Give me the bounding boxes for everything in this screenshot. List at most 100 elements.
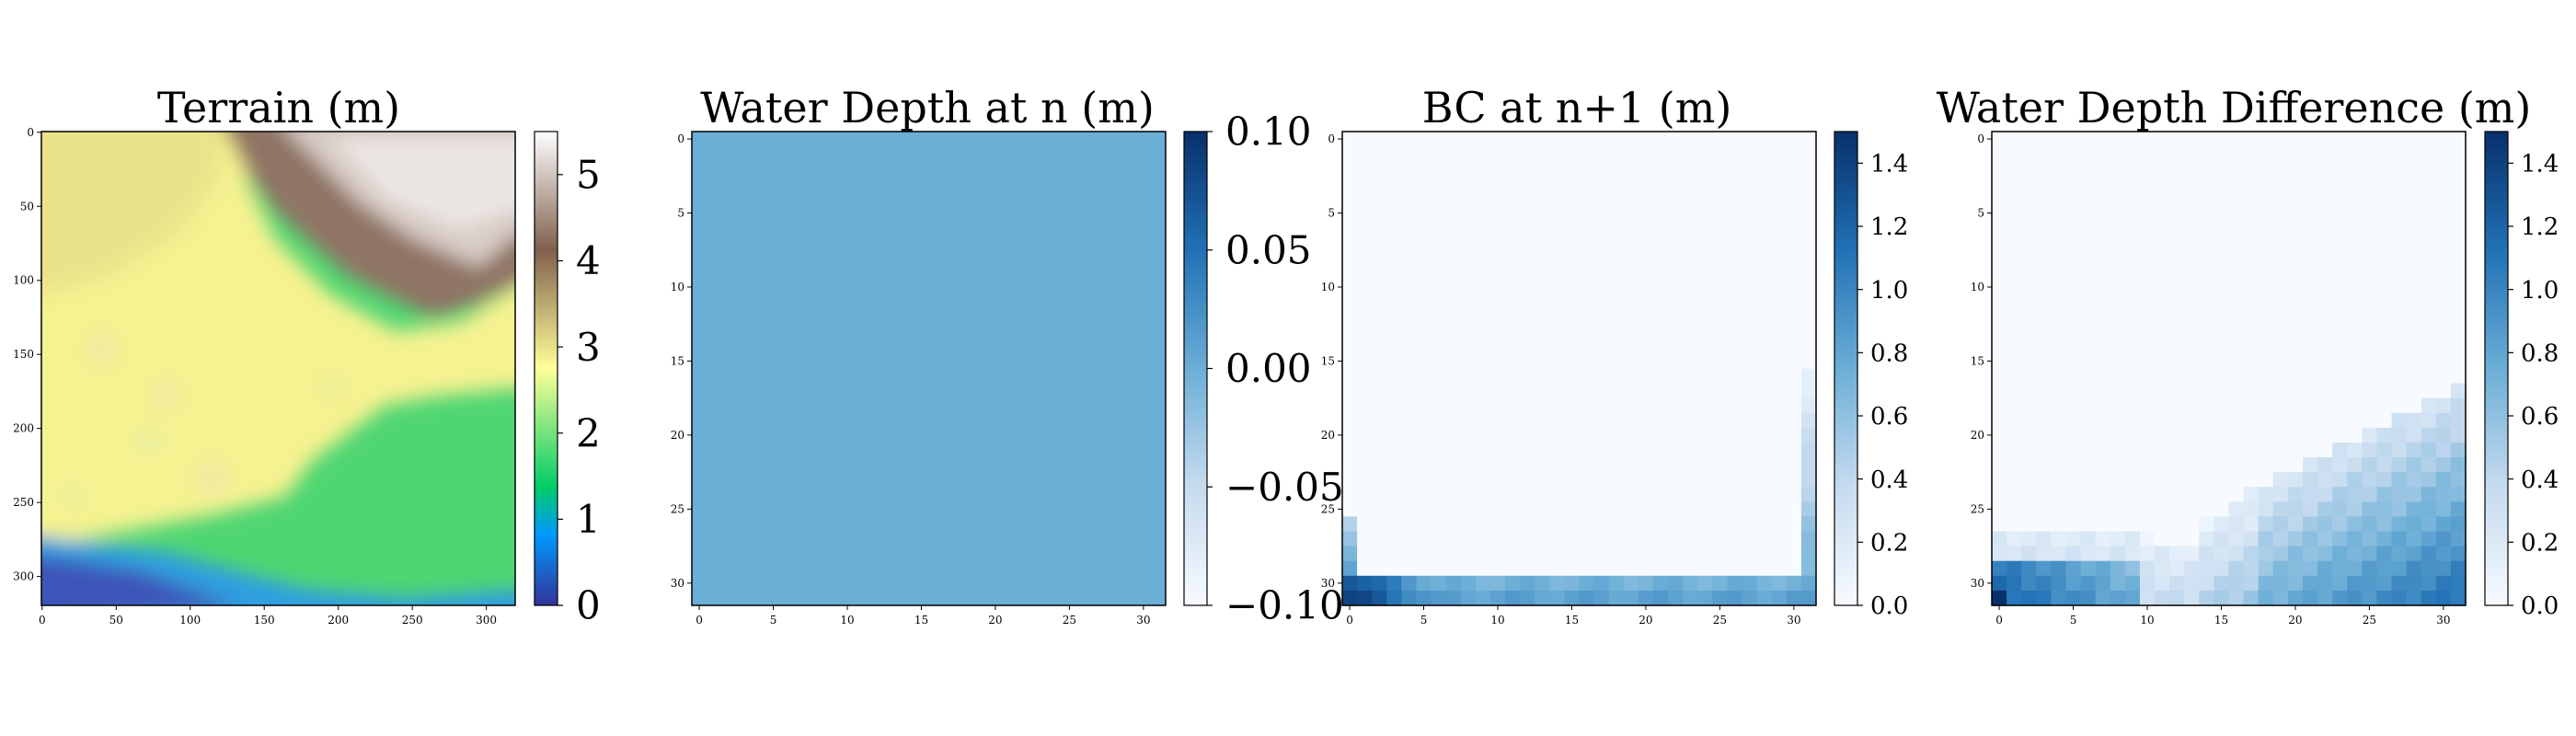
heatmap-cell: [1608, 516, 1625, 533]
heatmap-cell: [2272, 368, 2289, 385]
heatmap-cell: [2065, 575, 2082, 592]
heatmap-cell: [1549, 516, 1566, 533]
colorbar-tick-label: 1.2: [2521, 213, 2559, 241]
heatmap-cell: [2287, 383, 2304, 399]
heatmap-cell: [2362, 205, 2378, 222]
heatmap-cell: [1623, 146, 1639, 162]
heatmap-cell: [1697, 220, 1713, 236]
heatmap-cell: [1564, 176, 1581, 191]
heatmap-cell: [2095, 249, 2111, 266]
heatmap-cell: [2287, 294, 2304, 310]
heatmap-cell: [1786, 190, 1802, 207]
heatmap-cell: [1505, 294, 1521, 310]
heatmap-cell: [2199, 161, 2215, 177]
heatmap-cell: [1579, 472, 1595, 488]
heatmap-cell: [2332, 249, 2348, 266]
heatmap-cell: [1756, 457, 1773, 473]
heatmap-cell: [1357, 190, 1373, 207]
heatmap-cell: [1623, 161, 1639, 177]
heatmap-cell: [2362, 575, 2378, 592]
colorbar-tick-label: 0.10: [1225, 109, 1312, 155]
heatmap-cell: [2169, 176, 2185, 191]
heatmap-cell: [1372, 176, 1387, 191]
heatmap-cell: [2169, 205, 2185, 222]
heatmap-cell: [1445, 442, 1462, 458]
heatmap-cell: [2450, 516, 2467, 533]
heatmap-cell: [1416, 279, 1432, 295]
heatmap-cell: [2421, 205, 2437, 222]
heatmap-cell: [2184, 249, 2200, 266]
heatmap-cell: [1475, 190, 1491, 207]
heatmap-cell: [2184, 457, 2200, 473]
heatmap-cell: [2007, 324, 2022, 339]
heatmap-cell: [1401, 132, 1418, 147]
x-tick-label: 5: [1420, 614, 1428, 627]
heatmap-cell: [1683, 383, 1698, 399]
heatmap-cell: [2450, 205, 2467, 222]
heatmap-cell: [1727, 397, 1743, 414]
heatmap-cell: [2332, 339, 2348, 355]
heatmap-cell: [2007, 501, 2022, 518]
heatmap-cell: [1564, 279, 1581, 295]
heatmap-cell: [2214, 249, 2230, 266]
heatmap-cell: [1668, 368, 1684, 385]
heatmap-cell: [2124, 531, 2141, 547]
heatmap-cell: [2139, 472, 2156, 488]
heatmap-cell: [1342, 176, 1358, 191]
heatmap-cell: [1623, 501, 1639, 518]
heatmap-cell: [1712, 575, 1729, 592]
heatmap-cell: [2139, 368, 2156, 385]
heatmap-cell: [2376, 324, 2393, 339]
heatmap-cell: [2214, 383, 2230, 399]
heatmap-cell: [1579, 176, 1595, 191]
heatmap-cell: [2184, 132, 2200, 147]
heatmap-cell: [2243, 235, 2260, 251]
heatmap-cell: [2169, 575, 2185, 592]
heatmap-cell: [2332, 516, 2348, 533]
heatmap-cell: [1668, 190, 1684, 207]
heatmap-cell: [1697, 516, 1713, 533]
heatmap-cell: [2155, 397, 2170, 414]
heatmap-cell: [2302, 368, 2318, 385]
colorbar-tick-label: 3: [576, 325, 601, 370]
heatmap-cell: [1593, 339, 1610, 355]
x-tick-label: 50: [109, 614, 123, 627]
heatmap-cell: [1535, 516, 1550, 533]
heatmap-cell: [2450, 132, 2467, 147]
heatmap-cell: [2272, 590, 2289, 606]
heatmap-cell: [2258, 368, 2274, 385]
heatmap-cell: [2347, 161, 2363, 177]
heatmap-cell: [2272, 264, 2289, 281]
heatmap-cell: [1652, 368, 1669, 385]
heatmap-cell: [2021, 560, 2037, 577]
heatmap-cell: [1786, 368, 1802, 385]
heatmap-cell: [1992, 516, 2007, 533]
heatmap-cell: [1608, 487, 1625, 502]
heatmap-cell: [2302, 309, 2318, 325]
heatmap-cell: [1549, 161, 1566, 177]
heatmap-cell: [2051, 205, 2067, 222]
heatmap-cell: [1697, 560, 1713, 577]
heatmap-cell: [1756, 501, 1773, 518]
heatmap-cell: [2228, 249, 2245, 266]
heatmap-cell: [2184, 235, 2200, 251]
heatmap-cell: [1342, 531, 1358, 547]
heatmap-cell: [2258, 190, 2274, 207]
heatmap-cell: [1401, 161, 1418, 177]
heatmap-cell: [2169, 531, 2185, 547]
heatmap-cell: [1668, 220, 1684, 236]
heatmap-cell: [1608, 412, 1625, 429]
heatmap-cell: [1372, 368, 1387, 385]
heatmap-cell: [1401, 176, 1418, 191]
heatmap-cell: [2095, 279, 2111, 295]
heatmap-cell: [2065, 294, 2082, 310]
heatmap-cell: [1489, 457, 1506, 473]
heatmap-cell: [1742, 279, 1758, 295]
heatmap-cell: [1727, 279, 1743, 295]
heatmap-cell: [2302, 190, 2318, 207]
heatmap-cell: [1593, 442, 1610, 458]
heatmap-cell: [2362, 146, 2378, 162]
heatmap-cell: [2421, 264, 2437, 281]
heatmap-cell: [1683, 442, 1698, 458]
